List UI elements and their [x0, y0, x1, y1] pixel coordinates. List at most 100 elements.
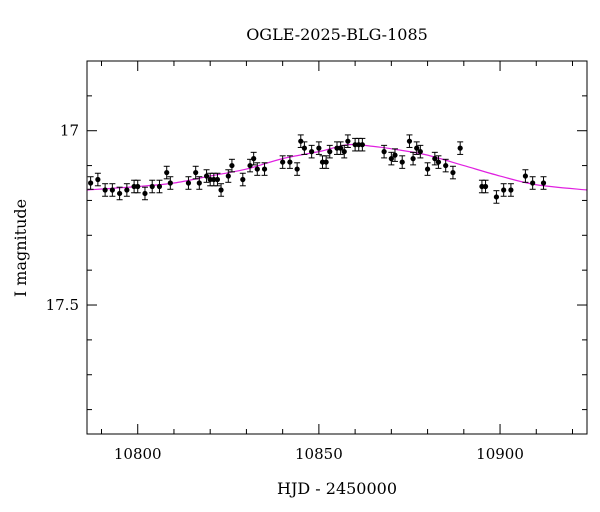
data-point-marker — [323, 159, 329, 165]
data-point-marker — [185, 180, 192, 186]
data-point — [123, 183, 130, 197]
plot-frame — [86, 60, 588, 435]
data-point — [442, 158, 449, 173]
data-point — [323, 155, 330, 169]
data-point — [337, 141, 344, 155]
data-point-marker — [435, 159, 442, 165]
data-point-marker — [247, 162, 253, 169]
data-point — [435, 155, 442, 169]
data-point-marker — [338, 145, 344, 151]
data-point — [163, 165, 170, 180]
data-point-marker — [280, 159, 286, 165]
data-point-marker — [530, 180, 536, 186]
data-point — [149, 179, 156, 194]
data-point-marker — [251, 156, 257, 162]
data-point — [319, 155, 326, 169]
data-point — [431, 151, 438, 166]
data-point-marker — [294, 166, 300, 172]
data-point — [185, 176, 192, 190]
data-point-marker — [254, 166, 260, 172]
data-point-marker — [345, 138, 351, 144]
data-point-marker — [301, 145, 307, 151]
data-point-marker — [399, 159, 405, 165]
data-point — [410, 151, 417, 166]
data-point-marker — [316, 145, 322, 151]
data-point — [417, 144, 424, 159]
data-point — [156, 179, 163, 194]
data-point — [250, 151, 257, 166]
data-point-marker — [135, 183, 141, 190]
data-point — [203, 169, 210, 183]
data-point — [294, 162, 301, 176]
data-point-marker — [392, 152, 398, 158]
data-point-marker — [287, 159, 293, 165]
data-point — [301, 141, 308, 155]
data-point-marker — [117, 190, 123, 197]
data-point-marker — [334, 145, 340, 151]
data-point — [449, 165, 456, 180]
y-tick-label: 17.5 — [46, 296, 79, 314]
data-point — [326, 144, 333, 159]
data-point-marker — [424, 166, 431, 172]
data-point — [261, 162, 268, 176]
data-point — [167, 176, 174, 190]
chart-title: OGLE-2025-BLG-1085 — [246, 25, 428, 44]
data-point — [406, 134, 413, 148]
data-point-marker — [240, 176, 246, 183]
data-points-layer — [87, 134, 547, 204]
data-point — [286, 155, 293, 169]
data-point-marker — [298, 138, 304, 144]
data-point-marker — [131, 183, 137, 190]
data-point — [131, 179, 138, 194]
data-point — [308, 144, 315, 159]
y-tick-label: 17 — [60, 122, 79, 140]
data-point — [391, 148, 398, 162]
data-point-marker — [501, 187, 507, 193]
data-point-marker — [341, 149, 347, 155]
data-point-marker — [450, 169, 456, 176]
data-point — [457, 141, 464, 155]
data-point — [522, 169, 529, 183]
axis-ticks — [87, 60, 587, 434]
data-point-marker — [522, 173, 529, 179]
data-point-marker — [493, 194, 500, 200]
data-point — [344, 134, 351, 148]
data-point — [493, 190, 500, 204]
data-point-marker — [410, 156, 416, 162]
data-point-marker — [414, 145, 420, 151]
data-point-marker — [508, 187, 514, 193]
data-point-marker — [457, 145, 463, 151]
data-point — [279, 155, 286, 169]
data-point-marker — [218, 187, 224, 193]
data-point — [500, 183, 507, 197]
data-point — [540, 176, 547, 190]
data-point-marker — [142, 190, 148, 197]
data-point-marker — [196, 180, 202, 186]
y-axis-label: I magnitude — [11, 199, 30, 297]
data-point-marker — [443, 162, 449, 169]
x-axis-label: HJD - 2450000 — [277, 479, 397, 498]
data-point — [359, 137, 366, 152]
data-point-marker — [225, 173, 231, 179]
data-point — [297, 134, 304, 148]
data-point — [102, 183, 109, 197]
data-point-marker — [309, 149, 315, 155]
data-point-marker — [95, 176, 101, 183]
data-point-marker — [167, 180, 173, 186]
data-point-marker — [352, 142, 358, 148]
data-point — [214, 172, 221, 187]
data-point-marker — [214, 176, 221, 183]
data-point-marker — [540, 180, 547, 186]
data-point-marker — [381, 149, 387, 155]
data-point-marker — [88, 180, 94, 186]
data-point-marker — [327, 149, 333, 155]
data-point-marker — [124, 187, 130, 193]
data-point-marker — [432, 156, 438, 162]
data-point-marker — [164, 169, 170, 176]
data-point-marker — [406, 138, 413, 144]
data-point — [228, 158, 235, 173]
data-point — [413, 141, 420, 155]
data-point — [141, 186, 148, 201]
data-point — [116, 186, 123, 201]
